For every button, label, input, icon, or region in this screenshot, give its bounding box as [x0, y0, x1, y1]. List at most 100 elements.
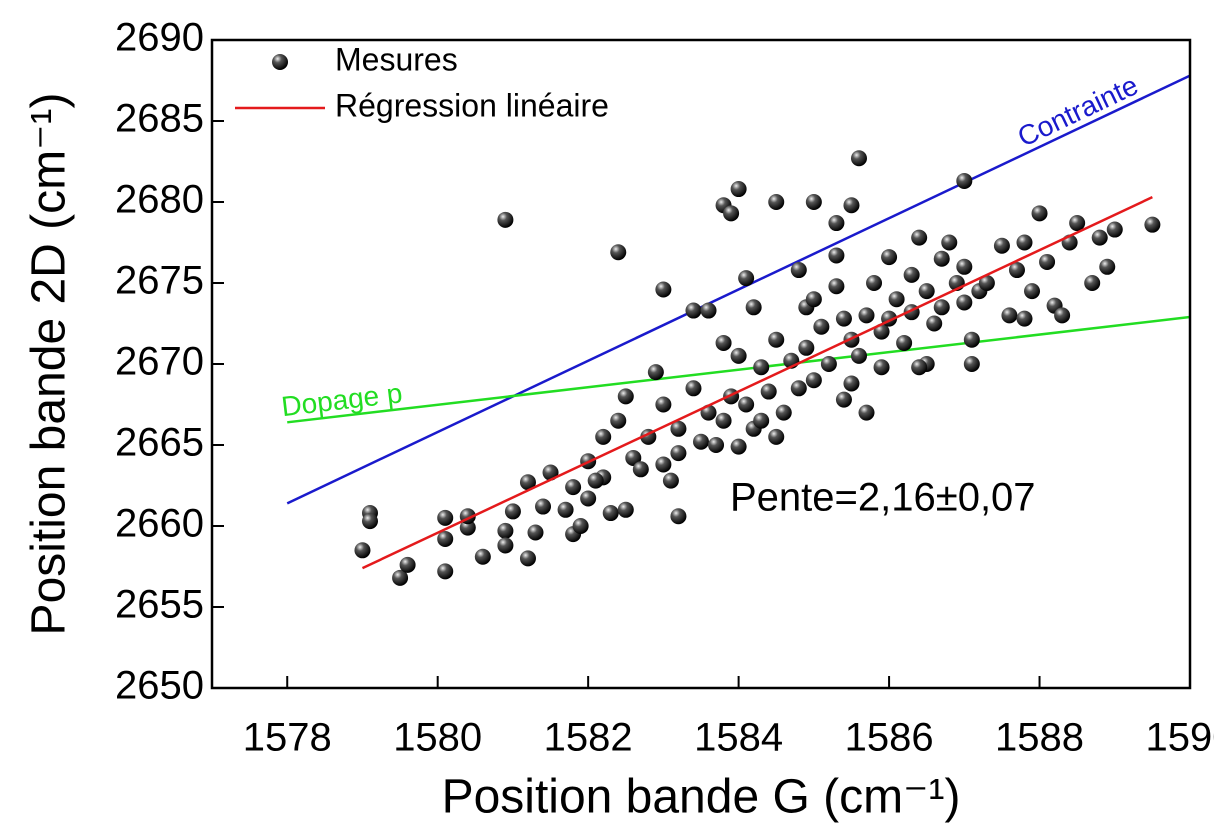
- point: [1054, 307, 1071, 324]
- point: [587, 472, 604, 489]
- point: [873, 359, 890, 376]
- point: [459, 519, 476, 536]
- point: [361, 513, 378, 530]
- point: [602, 505, 619, 522]
- point: [474, 548, 491, 565]
- point: [1024, 283, 1041, 300]
- point: [768, 194, 785, 210]
- point: [956, 294, 973, 311]
- point: [715, 412, 732, 429]
- point: [993, 237, 1010, 254]
- point: [881, 249, 898, 266]
- x-axis-title: Position bande G (cm⁻¹): [442, 771, 961, 824]
- x-tick-label: 1580: [393, 716, 482, 760]
- point: [790, 380, 807, 397]
- x-tick-label: 1590: [1146, 716, 1214, 760]
- point: [685, 302, 702, 319]
- y-tick-label: 2675: [115, 259, 204, 303]
- point: [519, 550, 536, 567]
- point: [768, 331, 785, 348]
- y-tick-label: 2655: [115, 583, 204, 627]
- point: [896, 334, 913, 351]
- point: [1031, 205, 1048, 222]
- legend-swatch: [272, 54, 288, 70]
- point: [738, 270, 755, 287]
- point: [700, 302, 717, 319]
- x-tick-label: 1584: [694, 716, 783, 760]
- annotation: Pente=2,16±0,07: [730, 476, 1036, 520]
- point: [693, 433, 709, 450]
- point: [926, 315, 943, 332]
- point: [399, 556, 416, 573]
- point: [933, 299, 950, 316]
- point: [963, 331, 980, 348]
- x-tick-label: 1588: [995, 716, 1084, 760]
- point: [670, 420, 687, 437]
- point: [632, 461, 649, 478]
- point: [790, 262, 807, 279]
- point: [519, 474, 536, 491]
- regression-line: [361, 196, 1153, 570]
- point: [835, 310, 852, 327]
- point: [805, 291, 822, 308]
- point: [903, 266, 920, 283]
- point: [497, 537, 514, 554]
- plot-frame: [210, 38, 1192, 690]
- x-tick-label: 1578: [243, 716, 332, 760]
- point: [617, 501, 634, 518]
- point: [354, 542, 371, 559]
- x-tick-label: 1582: [544, 716, 633, 760]
- point: [647, 364, 664, 381]
- point: [1039, 253, 1056, 270]
- point: [715, 334, 732, 351]
- point: [1099, 258, 1116, 275]
- y-tick-label: 2660: [115, 502, 204, 546]
- point: [850, 347, 867, 364]
- point: [437, 530, 454, 547]
- point: [1001, 307, 1018, 324]
- point: [918, 283, 935, 300]
- point: [978, 275, 995, 291]
- point: [670, 508, 687, 525]
- point: [1016, 310, 1033, 327]
- point: [1069, 215, 1086, 232]
- legend-label: Régression linéaire: [335, 87, 609, 123]
- point: [828, 215, 845, 232]
- point: [497, 522, 514, 539]
- point: [933, 250, 950, 267]
- legend-label: Mesures: [335, 41, 458, 77]
- point: [572, 518, 589, 534]
- point: [392, 569, 409, 586]
- y-axis-title: Position bande 2D (cm⁻¹): [23, 93, 76, 636]
- point: [1008, 262, 1025, 279]
- point: [1084, 275, 1101, 291]
- point: [963, 356, 980, 372]
- point: [805, 194, 822, 210]
- point: [956, 258, 973, 275]
- point: [873, 323, 890, 340]
- point: [580, 490, 597, 507]
- point: [527, 524, 544, 541]
- point: [1016, 234, 1033, 251]
- point: [655, 281, 672, 298]
- point: [941, 234, 958, 251]
- point: [662, 472, 679, 489]
- point: [535, 498, 552, 515]
- point: [610, 412, 627, 429]
- point: [655, 456, 672, 473]
- point: [557, 501, 574, 518]
- point: [610, 244, 627, 261]
- point: [866, 275, 883, 291]
- y-tick-label: 2680: [115, 178, 204, 222]
- point: [820, 356, 837, 372]
- point: [843, 197, 860, 214]
- point: [437, 563, 454, 580]
- y-tick-label: 2670: [115, 340, 204, 384]
- point: [745, 299, 762, 316]
- point: [768, 428, 785, 445]
- point: [723, 205, 740, 222]
- point: [835, 391, 852, 408]
- point: [753, 359, 770, 376]
- point: [956, 172, 973, 189]
